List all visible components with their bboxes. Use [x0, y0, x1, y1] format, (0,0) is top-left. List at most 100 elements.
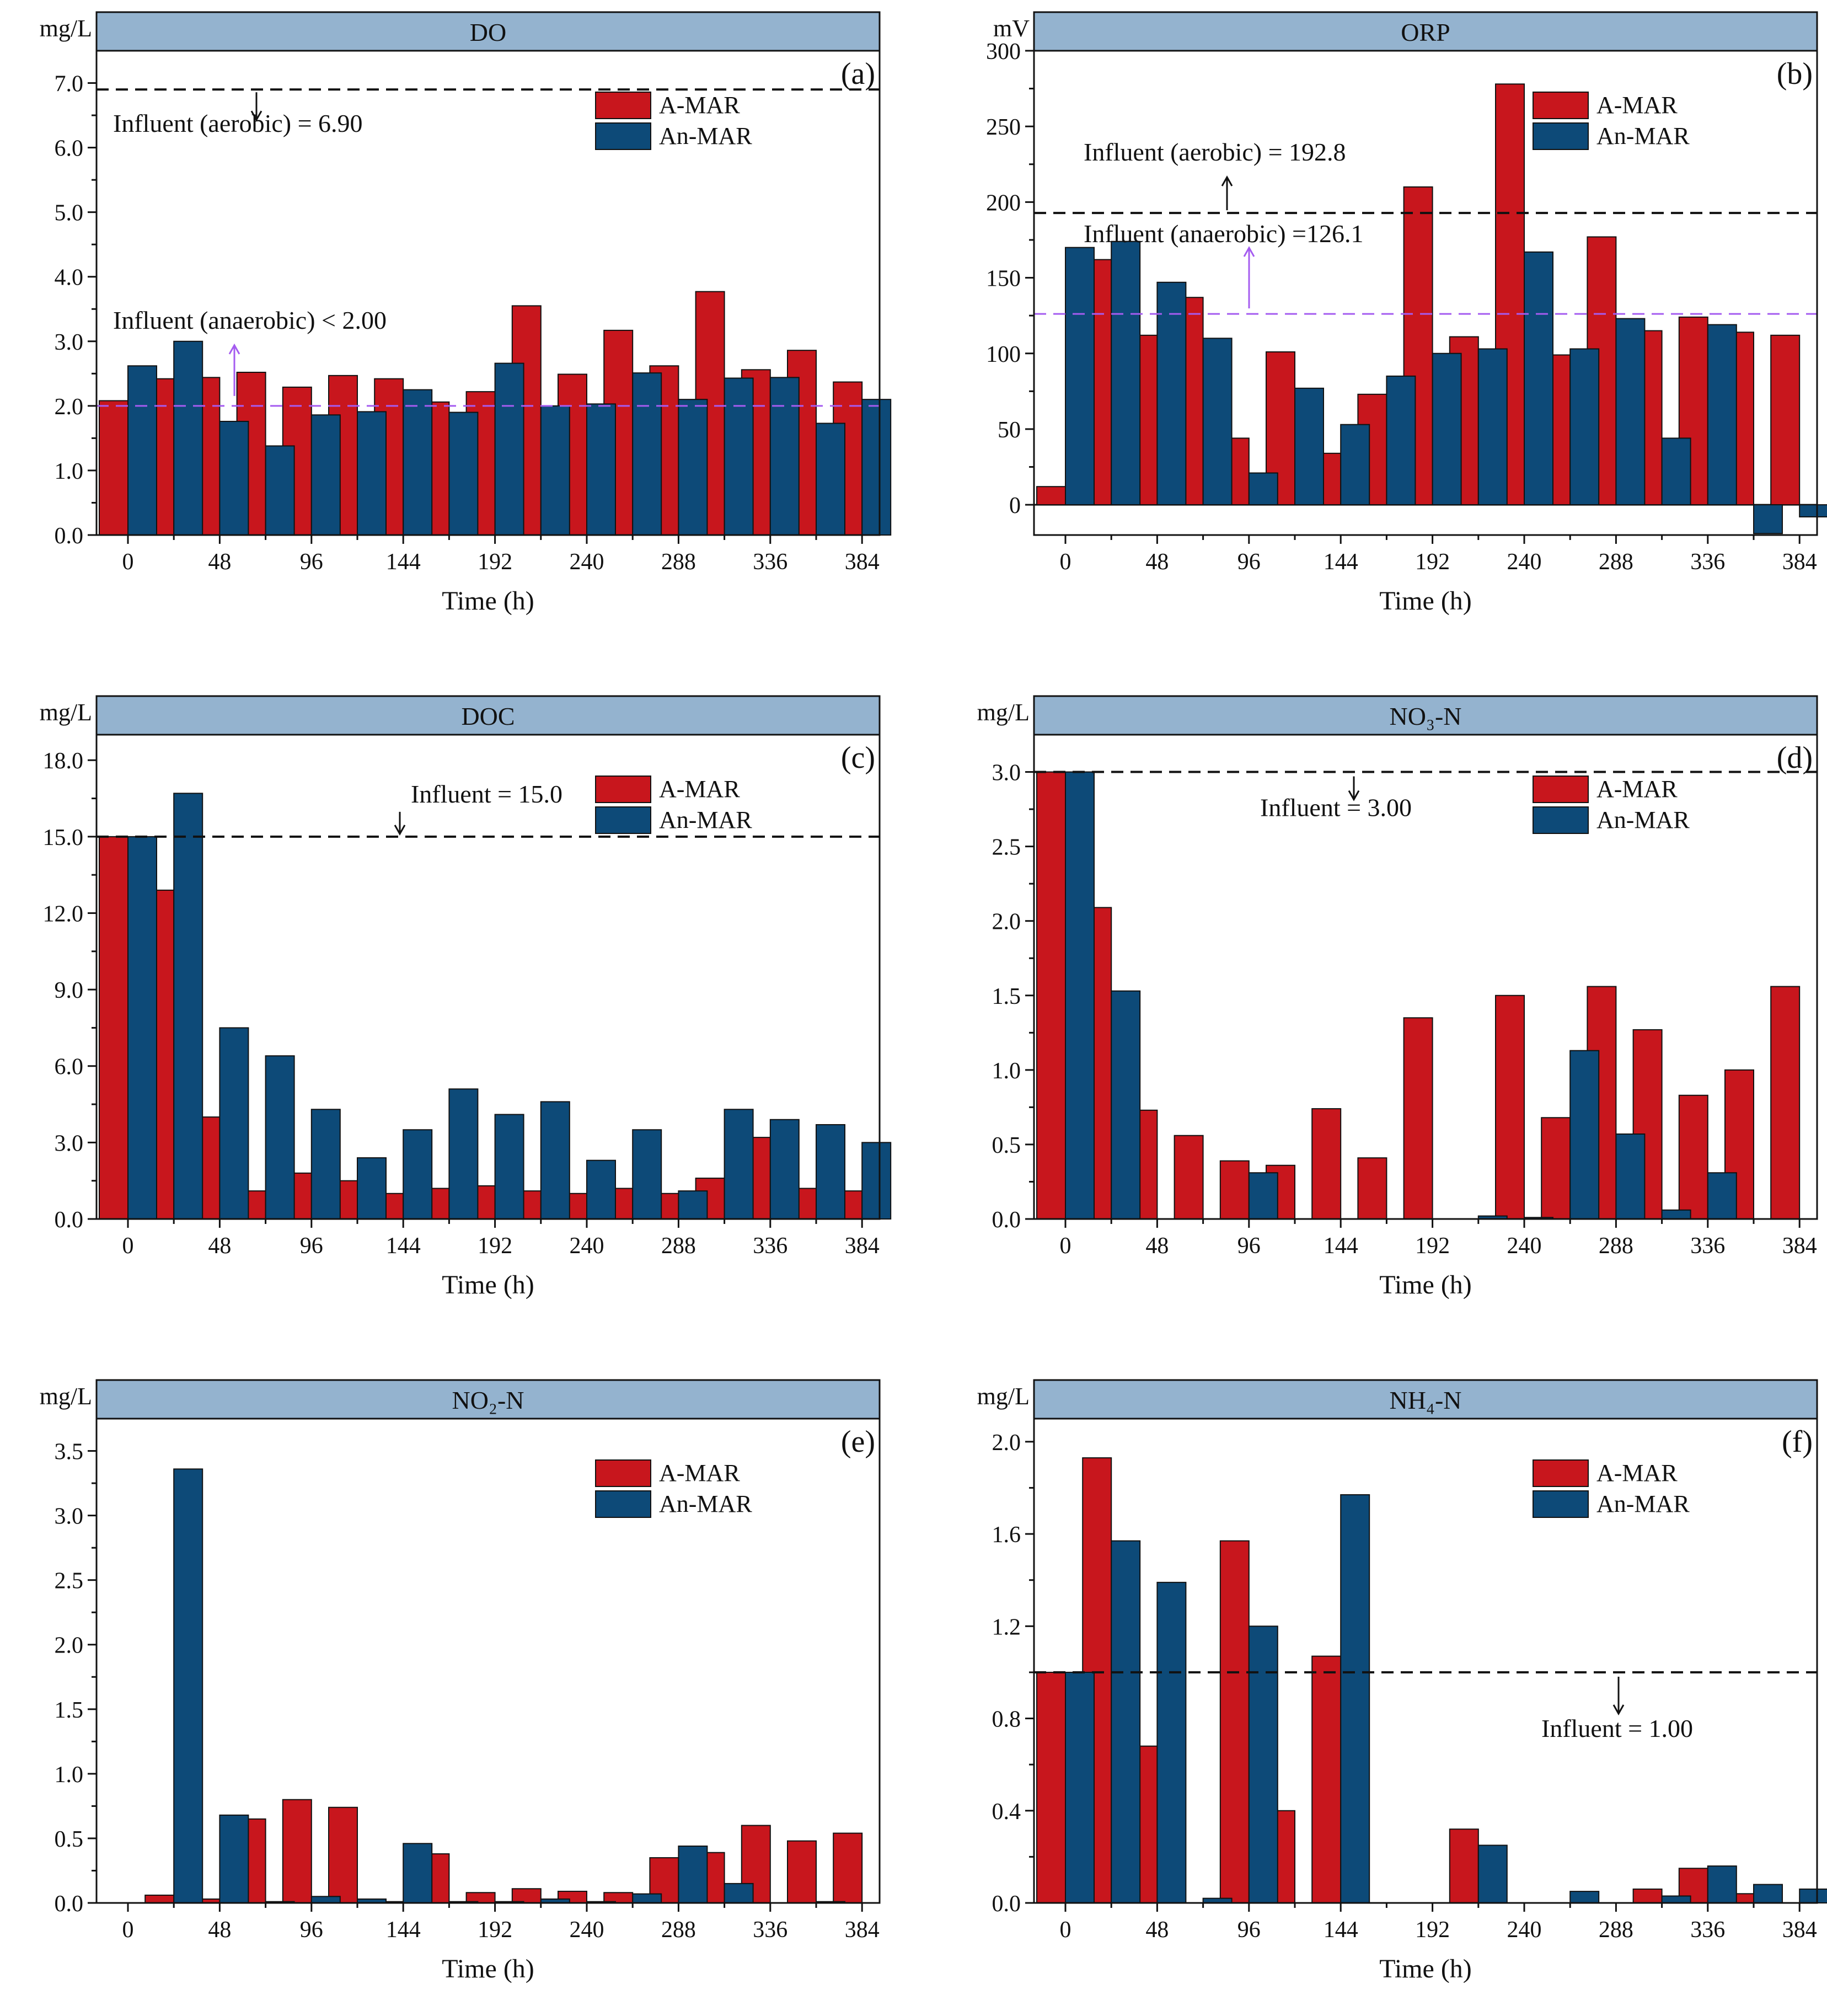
bar-a-an-mar-72h	[265, 445, 295, 536]
bar-c-an-mar-336h	[769, 1119, 800, 1220]
y-tick-label: 0.0	[992, 1207, 1021, 1233]
bar-b-an-mar-192h	[1432, 352, 1462, 506]
bar-b-a-mar-240h	[1495, 83, 1525, 506]
bar-a-an-mar-216h	[540, 405, 570, 536]
bar-d-an-mar-288h	[1615, 1133, 1646, 1220]
bar-c-an-mar-288h	[678, 1190, 708, 1220]
x-tick-label: 336	[1690, 1233, 1725, 1259]
bar-e-an-mar-96h	[310, 1896, 341, 1904]
legend-swatch-a-mar	[595, 1459, 651, 1487]
y-tick-label: 300	[986, 39, 1021, 65]
bar-b-an-mar-384h	[1799, 504, 1827, 518]
y-tick-label: 0.0	[992, 1891, 1021, 1917]
panel-letter: (f)	[1782, 1425, 1813, 1459]
x-axis-label: Time (h)	[442, 1270, 534, 1300]
reference-arrow-head	[1243, 246, 1255, 257]
reference-arrow-head	[250, 110, 262, 122]
chart-header-f	[1033, 1379, 1818, 1420]
bar-a-an-mar-168h	[448, 411, 479, 536]
x-tick-label: 192	[1415, 549, 1450, 575]
legend-swatch-an-mar	[595, 122, 651, 150]
chart-title: DOC	[461, 702, 515, 730]
y-tick-label: 0.0	[55, 1891, 84, 1917]
bar-d-a-mar-96h	[1219, 1160, 1250, 1220]
bar-a-an-mar-384h	[861, 399, 892, 536]
y-tick-label: 1.0	[55, 459, 84, 484]
bar-c-an-mar-192h	[494, 1114, 524, 1220]
chart-header-c	[95, 695, 881, 736]
x-tick-label: 240	[570, 549, 604, 575]
bar-e-a-mar-24h	[144, 1894, 175, 1904]
bar-c-an-mar-96h	[310, 1109, 341, 1220]
x-tick-label: 48	[208, 1917, 231, 1943]
chart-title: NO₃-N	[1389, 702, 1461, 730]
x-tick-label: 0	[1060, 1917, 1071, 1943]
x-tick-label: 0	[122, 1233, 134, 1259]
chart-panel-b: ORP mV Influent (aerobic) = 192.8 Influent …	[937, 0, 1827, 648]
bar-b-an-mar-312h	[1661, 437, 1691, 506]
bar-c-an-mar-216h	[540, 1101, 570, 1220]
bar-e-an-mar-24h	[173, 1468, 203, 1903]
x-tick-label: 144	[1324, 1917, 1358, 1943]
bar-d-an-mar-336h	[1707, 1172, 1737, 1220]
chart-title: ORP	[1401, 18, 1450, 46]
bar-a-an-mar-312h	[724, 377, 754, 536]
x-tick-label: 144	[386, 549, 421, 575]
chart-header-d	[1033, 695, 1818, 736]
bar-d-a-mar-72h	[1174, 1135, 1204, 1220]
x-axis-label: Time (h)	[442, 586, 534, 616]
legend-label-a-mar: A-MAR	[659, 776, 740, 803]
reference-label: Influent = 15.0	[411, 780, 562, 808]
bar-f-an-mar-48h	[1156, 1581, 1187, 1904]
x-tick-label: 48	[1145, 1233, 1169, 1259]
bar-c-an-mar-144h	[403, 1129, 433, 1220]
chart-panel-d: NO₃-N mg/L Influent = 3.00 0.0 0.5 1.0 1.5 2.0 2…	[937, 684, 1827, 1332]
x-tick-label: 240	[1507, 1917, 1542, 1943]
chart-svg-b: ORP mV Influent (aerobic) = 192.8 Influent …	[986, 11, 1827, 616]
y-tick-label: 0.5	[55, 1827, 84, 1852]
panel-letter: (e)	[841, 1425, 875, 1459]
chart-header-b	[1033, 11, 1818, 52]
chart-svg-c: DOC mg/L Influent = 15.0 0.0 3.0 6.0 9.0 12.0 15…	[40, 695, 892, 1300]
chart-panel-c: DOC mg/L Influent = 15.0 0.0 3.0 6.0 9.0 12.0 15…	[0, 684, 904, 1332]
bar-c-an-mar-168h	[448, 1088, 479, 1220]
bar-e-a-mar-360h	[787, 1840, 817, 1904]
bar-d-a-mar-240h	[1495, 994, 1525, 1220]
bar-d-a-mar-384h	[1770, 986, 1801, 1220]
reference-label: Influent (anaerobic) < 2.00	[113, 306, 387, 334]
y-unit-label: mg/L	[977, 1383, 1030, 1410]
y-tick-label: 6.0	[55, 1055, 84, 1080]
bar-b-an-mar-264h	[1569, 348, 1600, 506]
x-tick-label: 0	[122, 549, 134, 575]
bar-f-a-mar-96h	[1219, 1540, 1250, 1904]
x-tick-label: 336	[1690, 1917, 1725, 1943]
x-tick-label: 192	[478, 1233, 512, 1259]
plot-frame	[1033, 1418, 1818, 1904]
bar-a-an-mar-336h	[769, 377, 800, 536]
y-tick-label: 0.8	[992, 1707, 1021, 1732]
chart-title: NH₄-N	[1389, 1386, 1461, 1414]
x-tick-label: 240	[1507, 1233, 1542, 1259]
legend-label-a-mar: A-MAR	[659, 92, 740, 119]
bar-f-an-mar-336h	[1707, 1865, 1737, 1903]
y-tick-label: 100	[986, 342, 1021, 367]
legend-swatch-an-mar	[1533, 1490, 1589, 1518]
bar-a-an-mar-192h	[494, 362, 524, 536]
y-tick-label: 1.5	[55, 1698, 84, 1723]
bar-d-a-mar-0h	[1036, 771, 1066, 1220]
y-tick-label: 3.0	[992, 761, 1021, 786]
x-tick-label: 48	[208, 1233, 231, 1259]
y-tick-label: 7.0	[55, 72, 84, 97]
x-tick-label: 288	[661, 1917, 696, 1943]
bar-d-a-mar-336h	[1678, 1094, 1708, 1220]
panel-letter: (d)	[1777, 741, 1813, 775]
bar-b-a-mar-120h	[1266, 351, 1295, 506]
y-tick-label: 15.0	[43, 825, 84, 851]
bar-e-an-mar-48h	[219, 1814, 249, 1903]
legend-label-a-mar: A-MAR	[659, 1459, 740, 1486]
bar-a-an-mar-24h	[173, 340, 203, 536]
bar-a-an-mar-360h	[816, 423, 845, 536]
x-tick-label: 144	[1324, 1233, 1358, 1259]
legend-label-an-mar: An-MAR	[1596, 1490, 1690, 1517]
bar-c-an-mar-264h	[632, 1129, 662, 1220]
